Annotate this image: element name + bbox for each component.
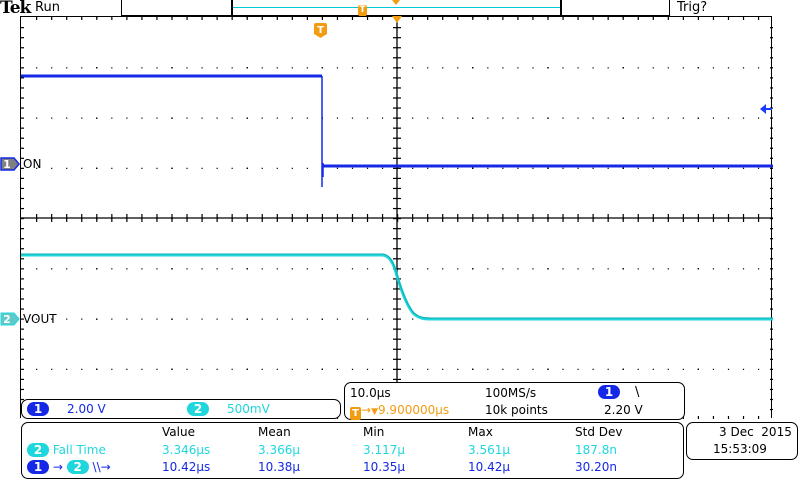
trigger-status: Trig? — [677, 0, 708, 15]
ch1-waveform — [21, 74, 773, 187]
ch2-scale[interactable]: 500mV — [227, 402, 270, 416]
sample-rate: 100MS/s — [485, 386, 537, 400]
record-view-window — [231, 0, 562, 16]
waveform-graticule[interactable] — [20, 16, 773, 419]
col-header-mean: Mean — [258, 425, 291, 439]
trigger-position-icon: T — [350, 407, 361, 420]
col-header-max: Max — [468, 425, 493, 439]
trigger-position-value[interactable]: 9.900000µs — [377, 403, 450, 417]
trigger-level[interactable]: 2.20 V — [604, 403, 643, 417]
svg-text:1: 1 — [3, 158, 11, 171]
trigger-slope-icon[interactable]: \ — [635, 385, 640, 400]
meas2-mean: 10.38µ — [258, 460, 300, 474]
measurement-row-delay[interactable]: 1 → 2 \\→ — [27, 460, 111, 474]
col-header-value: Value — [162, 425, 195, 439]
ch1-label: ON — [23, 157, 42, 171]
meas1-source-badge: 2 — [27, 443, 49, 457]
svg-text:T: T — [317, 25, 324, 36]
meas1-max: 3.561µ — [468, 443, 510, 457]
meas1-value: 3.346µs — [162, 443, 211, 457]
trigger-source-badge[interactable]: 1 — [598, 385, 620, 399]
vertical-scale-panel[interactable]: 1 2.00 V 2 500mV — [21, 399, 341, 419]
meas1-std-dev: 187.8n — [575, 443, 617, 457]
record-length-bar — [121, 0, 670, 16]
meas2-source1-badge: 1 — [27, 460, 49, 474]
meas1-mean: 3.366µ — [258, 443, 300, 457]
ch1-badge[interactable]: 1 — [27, 402, 49, 416]
timebase-trigger-panel[interactable]: 10.0µs 100MS/s 1 \ T →▼9.900000µs 10k poi… — [344, 382, 685, 420]
col-header-std-dev: Std Dev — [575, 425, 623, 439]
horizontal-position-caret-icon — [392, 16, 402, 23]
ch2-waveform-shadow — [21, 253, 773, 319]
meas2-std-dev: 30.20n — [575, 460, 617, 474]
meas2-max: 10.42µ — [468, 460, 510, 474]
trigger-level-marker-icon[interactable] — [760, 104, 772, 114]
ch1-scale[interactable]: 2.00 V — [67, 402, 106, 416]
brand-logo: Tek — [0, 0, 31, 18]
ch2-ground-marker-icon[interactable]: 2 — [0, 312, 20, 326]
ch1-ground-marker-icon[interactable]: 1 — [0, 157, 20, 171]
measurement-panel[interactable]: Value Mean Min Max Std Dev 2 Fall Time 3… — [21, 422, 684, 479]
record-length: 10k points — [485, 403, 548, 417]
graticule-grid — [21, 17, 773, 419]
svg-text:2: 2 — [3, 313, 11, 326]
col-header-min: Min — [363, 425, 385, 439]
record-center-caret-icon — [392, 0, 400, 5]
date: 3 Dec 2015 — [719, 425, 792, 439]
down-triangle-icon: ▼ — [371, 407, 378, 417]
datetime-panel: 3 Dec 2015 15:53:09 — [686, 422, 798, 460]
arrow-icon: → — [361, 403, 372, 417]
horizontal-scale[interactable]: 10.0µs — [350, 386, 391, 400]
record-trigger-marker-icon: T — [358, 5, 367, 16]
delay-edges-icon: \\→ — [92, 460, 111, 474]
meas1-name: Fall Time — [52, 443, 106, 457]
meas2-min: 10.35µ — [363, 460, 405, 474]
arrow-icon: → — [52, 460, 63, 474]
acquisition-status: Run — [35, 0, 60, 15]
ch2-label: VOUT — [23, 312, 57, 326]
meas2-source2-badge: 2 — [66, 460, 89, 474]
ch2-badge[interactable]: 2 — [187, 402, 209, 416]
meas2-value: 10.42µs — [162, 460, 211, 474]
meas1-min: 3.117µ — [363, 443, 405, 457]
measurement-row-fall-time[interactable]: 2 Fall Time — [27, 443, 106, 457]
trigger-position-marker-icon[interactable]: T — [314, 23, 327, 38]
time: 15:53:09 — [713, 442, 767, 456]
